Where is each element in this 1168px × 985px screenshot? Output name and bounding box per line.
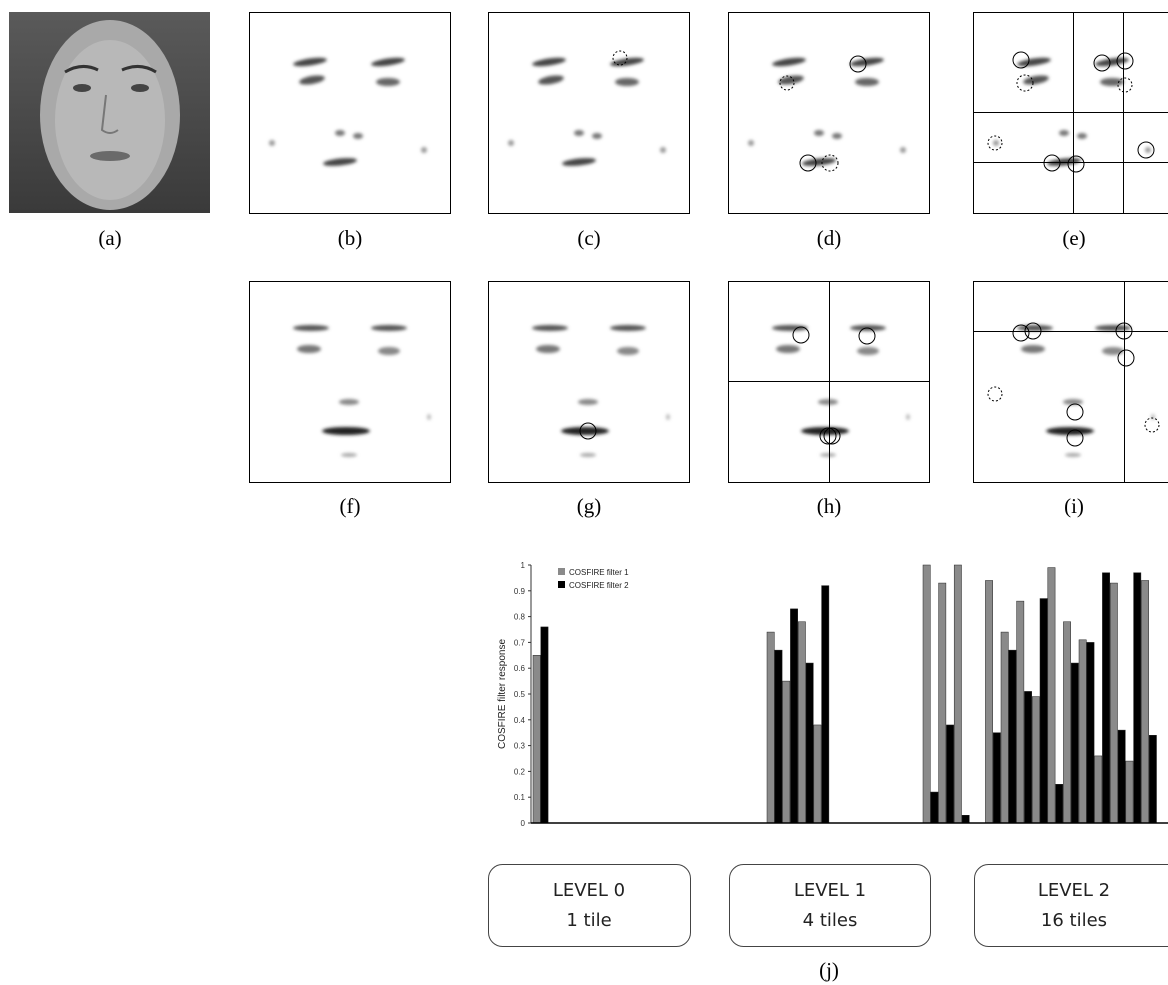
bar-chart: 0 0.1 0.2 0.3 0.4 0.5 0.6 0.7 0.8 0.9 1 COSFIRE fil… <box>497 561 1168 828</box>
panel-label: (e) <box>1062 226 1085 250</box>
face-photo <box>9 12 210 213</box>
panel-label: (a) <box>98 226 121 250</box>
bar <box>814 725 821 823</box>
legend-label: COSFIRE filter 1 <box>569 568 629 577</box>
bar <box>1087 642 1094 823</box>
bar <box>822 586 829 823</box>
level-tiles: 16 tiles <box>1041 910 1107 931</box>
bar <box>923 565 930 823</box>
bar <box>1095 756 1102 823</box>
bar <box>783 681 790 823</box>
level-box: LEVEL 0 1 tile <box>489 865 691 947</box>
legend-swatch <box>558 568 565 575</box>
bar <box>767 632 774 823</box>
panel-d <box>729 13 930 214</box>
bar <box>1102 573 1109 823</box>
legend-label: COSFIRE filter 2 <box>569 581 629 590</box>
bar <box>946 725 953 823</box>
y-tick-label: 0.8 <box>514 613 526 622</box>
level-title: LEVEL 0 <box>553 880 625 901</box>
panel-label: (c) <box>577 226 600 250</box>
level-box: LEVEL 1 4 tiles <box>730 865 931 947</box>
level-title: LEVEL 2 <box>1038 880 1110 901</box>
y-tick-label: 0.1 <box>514 793 526 802</box>
panel-f <box>250 282 451 483</box>
level-box: LEVEL 2 16 tiles <box>975 865 1168 947</box>
bar <box>1126 761 1133 823</box>
bar <box>1149 735 1156 823</box>
figure: (a) (b) (c) (d) (e) (f) (g) (h) (i) (j) … <box>0 0 1168 985</box>
legend-swatch <box>558 581 565 588</box>
y-tick-label: 0.2 <box>514 767 526 776</box>
page: (a) (b) (c) (d) (e) (f) (g) (h) (i) (j) … <box>0 0 1168 985</box>
bar <box>962 815 969 823</box>
level-tiles: 1 tile <box>566 910 611 931</box>
y-axis-label: COSFIRE filter response <box>497 639 508 749</box>
bar <box>954 565 961 823</box>
panel-c <box>489 13 690 214</box>
bar <box>931 792 938 823</box>
bar <box>798 622 805 823</box>
panel-label: (b) <box>338 226 363 250</box>
panel-label: (f) <box>340 494 361 518</box>
y-tick-label: 0.4 <box>514 716 526 725</box>
bar <box>1009 650 1016 823</box>
y-tick-label: 0.5 <box>514 690 526 699</box>
y-tick-label: 0.6 <box>514 664 526 673</box>
y-tick-label: 0.7 <box>514 638 526 647</box>
bar <box>1017 601 1024 823</box>
bar <box>1079 640 1086 823</box>
bar <box>806 663 813 823</box>
panel-b <box>250 13 451 214</box>
panel-g <box>489 282 690 483</box>
panel-label: (i) <box>1064 494 1084 518</box>
bar <box>939 583 946 823</box>
bar <box>1071 663 1078 823</box>
panel-label: (d) <box>817 226 842 250</box>
panel-e <box>973 12 1168 214</box>
y-tick-label: 1 <box>521 561 526 570</box>
bar <box>1141 580 1148 823</box>
panel-i <box>973 281 1168 483</box>
bar <box>1024 691 1031 823</box>
bar <box>1056 784 1063 823</box>
y-tick-label: 0 <box>521 819 526 828</box>
bar <box>1040 599 1047 823</box>
level-title: LEVEL 1 <box>794 880 866 901</box>
panel-h <box>728 281 930 483</box>
y-tick-label: 0.9 <box>514 587 526 596</box>
bar <box>1063 622 1070 823</box>
panel-label: (j) <box>819 958 839 982</box>
bar <box>985 580 992 823</box>
bar <box>1048 568 1055 823</box>
y-tick-label: 0.3 <box>514 742 526 751</box>
level-tiles: 4 tiles <box>803 910 858 931</box>
bar <box>533 655 540 823</box>
panel-label: (h) <box>817 494 842 518</box>
bar <box>1001 632 1008 823</box>
bar <box>775 650 782 823</box>
bar <box>541 627 548 823</box>
panel-label: (g) <box>577 494 602 518</box>
bar <box>1134 573 1141 823</box>
bar <box>1110 583 1117 823</box>
bar <box>790 609 797 823</box>
bar <box>1118 730 1125 823</box>
bar <box>1032 697 1039 823</box>
bar <box>993 733 1000 823</box>
